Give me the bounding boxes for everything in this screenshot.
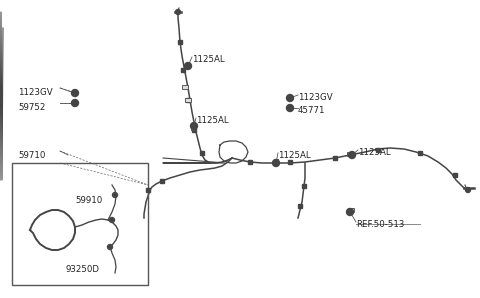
Text: REF.50-513: REF.50-513 <box>356 220 404 229</box>
Text: 1125AL: 1125AL <box>196 116 228 125</box>
Circle shape <box>191 122 197 130</box>
Text: 1125AL: 1125AL <box>278 151 311 160</box>
Bar <box>191 124 195 130</box>
Bar <box>182 85 188 89</box>
Circle shape <box>112 193 118 198</box>
Circle shape <box>109 218 115 223</box>
Text: 1125AL: 1125AL <box>192 55 225 64</box>
Circle shape <box>287 105 293 111</box>
Circle shape <box>108 244 112 249</box>
Circle shape <box>72 89 79 97</box>
Text: 59752: 59752 <box>18 103 46 112</box>
Bar <box>274 159 278 165</box>
Circle shape <box>72 100 79 106</box>
Circle shape <box>348 151 356 159</box>
Text: 59710: 59710 <box>18 151 46 160</box>
Bar <box>12 163 148 285</box>
Text: 45771: 45771 <box>298 106 325 115</box>
Bar <box>347 152 353 156</box>
Circle shape <box>287 94 293 102</box>
Circle shape <box>347 209 353 215</box>
Text: 1123GV: 1123GV <box>18 88 53 97</box>
Text: 1125AL: 1125AL <box>358 148 391 157</box>
Bar <box>185 98 191 102</box>
Circle shape <box>273 159 279 167</box>
Bar <box>348 208 354 212</box>
Text: 59910: 59910 <box>75 196 102 205</box>
Text: 1123GV: 1123GV <box>298 93 333 102</box>
Circle shape <box>176 10 180 15</box>
Circle shape <box>184 63 192 69</box>
Text: 93250D: 93250D <box>65 265 99 274</box>
Circle shape <box>466 187 470 193</box>
